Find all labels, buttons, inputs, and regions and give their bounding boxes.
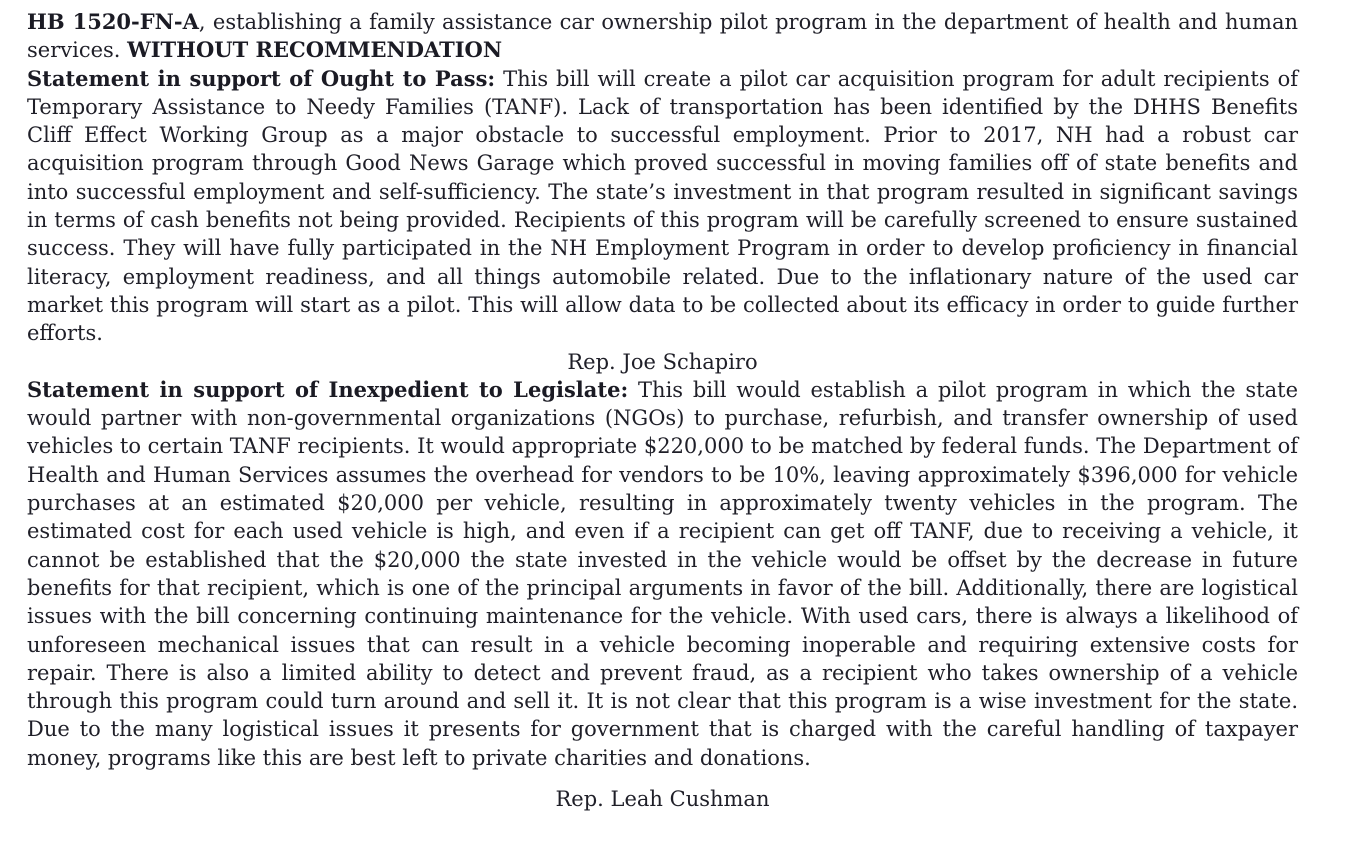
- bill-header: HB 1520-FN-A, establishing a family assi…: [27, 8, 1298, 65]
- bill-recommendation: WITHOUT RECOMMENDATION: [127, 37, 503, 63]
- statement-inexpedient-heading: Statement in support of Inexpedient to L…: [27, 376, 629, 402]
- statement-inexpedient-to-legislate: Statement in support of Inexpedient to L…: [27, 376, 1298, 772]
- bill-description: , establishing a family assistance car o…: [27, 10, 1298, 63]
- statement-ought-to-pass: Statement in support of Ought to Pass: T…: [27, 65, 1298, 348]
- statement-ought-to-pass-body: This bill will create a pilot car acquis…: [27, 66, 1298, 346]
- statement-inexpedient-body: This bill would establish a pilot progra…: [27, 377, 1298, 770]
- bill-number: HB 1520-FN-A: [27, 9, 199, 34]
- attribution-leah-cushman: Rep. Leah Cushman: [555, 787, 770, 812]
- attribution-joe-schapiro: Rep. Joe Schapiro: [567, 349, 758, 374]
- statement-ought-to-pass-heading: Statement in support of Ought to Pass:: [27, 65, 496, 91]
